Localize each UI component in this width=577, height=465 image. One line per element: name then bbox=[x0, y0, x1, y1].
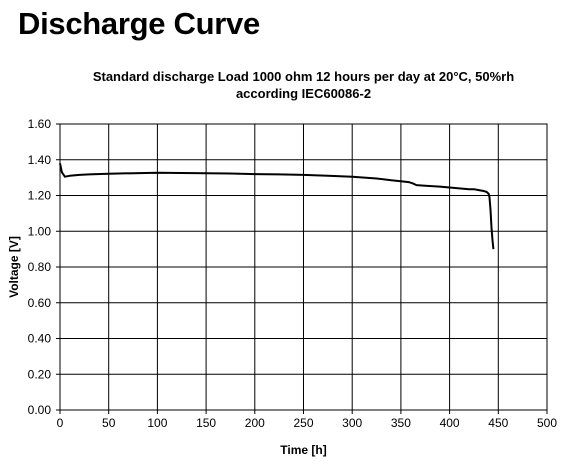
y-tick-label: 0.00 bbox=[28, 403, 52, 417]
x-tick-label: 400 bbox=[440, 416, 460, 430]
y-tick-label: 1.60 bbox=[28, 117, 52, 131]
x-tick-label: 150 bbox=[196, 416, 216, 430]
x-tick-label: 450 bbox=[488, 416, 508, 430]
grid-lines bbox=[60, 124, 547, 410]
chart-title-line-2: according IEC60086-2 bbox=[235, 86, 372, 101]
x-tick-label: 100 bbox=[147, 416, 167, 430]
x-axis-label: Time [h] bbox=[280, 443, 326, 457]
x-tick-label: 500 bbox=[537, 416, 557, 430]
y-tick-label: 0.20 bbox=[28, 367, 52, 381]
x-tick-label: 200 bbox=[245, 416, 265, 430]
x-tick-label: 50 bbox=[102, 416, 116, 430]
x-tick-label: 250 bbox=[293, 416, 313, 430]
y-axis-label: Voltage [V] bbox=[7, 236, 21, 298]
chart-title-line-1: Standard discharge Load 1000 ohm 12 hour… bbox=[92, 69, 515, 84]
y-tick-label: 0.80 bbox=[28, 260, 52, 274]
y-tick-label: 1.40 bbox=[28, 153, 52, 167]
series-line-voltage bbox=[59, 163, 495, 250]
x-tick-label: 0 bbox=[57, 416, 64, 430]
x-axis-ticks: 0 50 100 150 200 250 300 350 400 450 500 bbox=[57, 410, 557, 430]
x-tick-label: 300 bbox=[342, 416, 362, 430]
y-tick-label: 1.00 bbox=[28, 224, 52, 238]
y-tick-label: 1.20 bbox=[28, 189, 52, 203]
x-tick-label: 350 bbox=[391, 416, 411, 430]
y-axis-ticks: 0.00 0.20 0.40 0.60 0.80 1.00 1.20 1.40 1.60 bbox=[28, 117, 60, 417]
y-tick-label: 0.60 bbox=[28, 296, 52, 310]
page-title: Discharge Curve bbox=[18, 6, 260, 41]
y-tick-label: 0.40 bbox=[28, 332, 52, 346]
